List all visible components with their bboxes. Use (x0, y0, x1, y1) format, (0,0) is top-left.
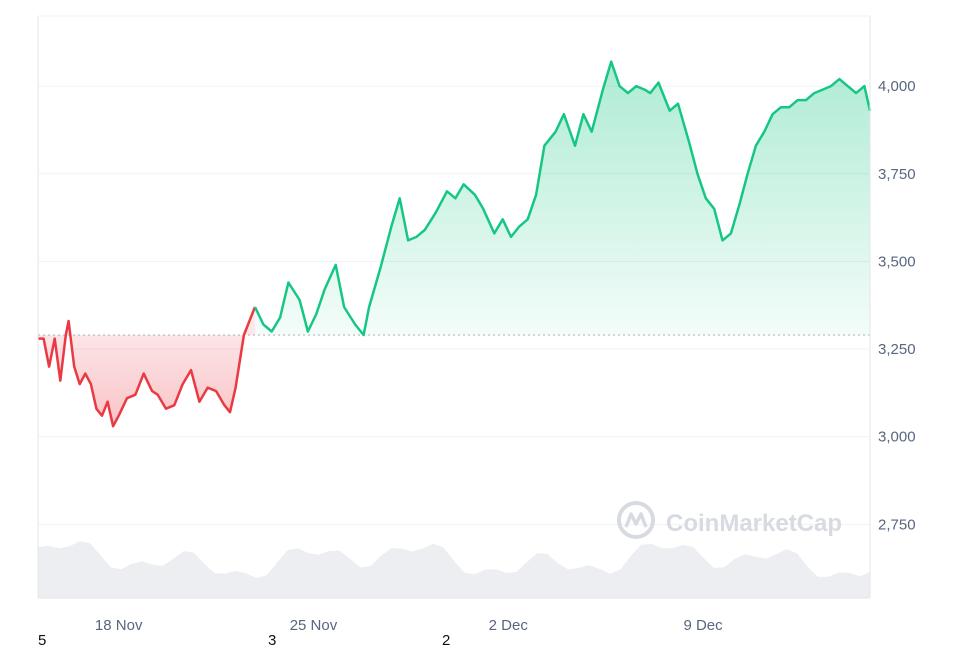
y-tick-label-3: 3,250 (878, 341, 916, 358)
y-tick-label-0: 4,000 (878, 78, 916, 95)
coinmarketcap-watermark: CoinMarketCap (617, 501, 842, 539)
coinmarketcap-logo-wave-icon (624, 512, 648, 528)
price-lines (38, 60, 872, 428)
x-axis-ticks: 18 Nov 25 Nov 2 Dec 9 Dec (95, 617, 723, 634)
down-area-fill (38, 307, 255, 427)
up-area-fill (255, 61, 870, 335)
footer-number-1: 5 (38, 632, 47, 649)
x-tick-label-3: 9 Dec (683, 617, 723, 634)
watermark-text: CoinMarketCap (666, 510, 842, 537)
axes (37, 15, 871, 599)
x-tick-label-1: 25 Nov (290, 617, 338, 634)
y-tick-label-5: 2,750 (878, 516, 916, 533)
x-tick-label-0: 18 Nov (95, 617, 143, 634)
up-series-line (253, 60, 872, 337)
y-tick-label-2: 3,500 (878, 253, 916, 270)
y-tick-label-4: 3,000 (878, 429, 916, 446)
footer-number-3: 2 (442, 632, 451, 649)
down-series-line (38, 306, 257, 428)
footer-number-2: 3 (268, 632, 277, 649)
x-tick-label-2: 2 Dec (489, 617, 529, 634)
y-axis-ticks: 4,000 3,750 3,500 3,250 3,000 2,750 (878, 78, 916, 533)
y-tick-label-1: 3,750 (878, 166, 916, 183)
volume-silhouette (38, 541, 870, 598)
volume-area (38, 541, 870, 598)
coinmarketcap-logo-icon (617, 501, 655, 539)
price-fills (38, 61, 870, 427)
